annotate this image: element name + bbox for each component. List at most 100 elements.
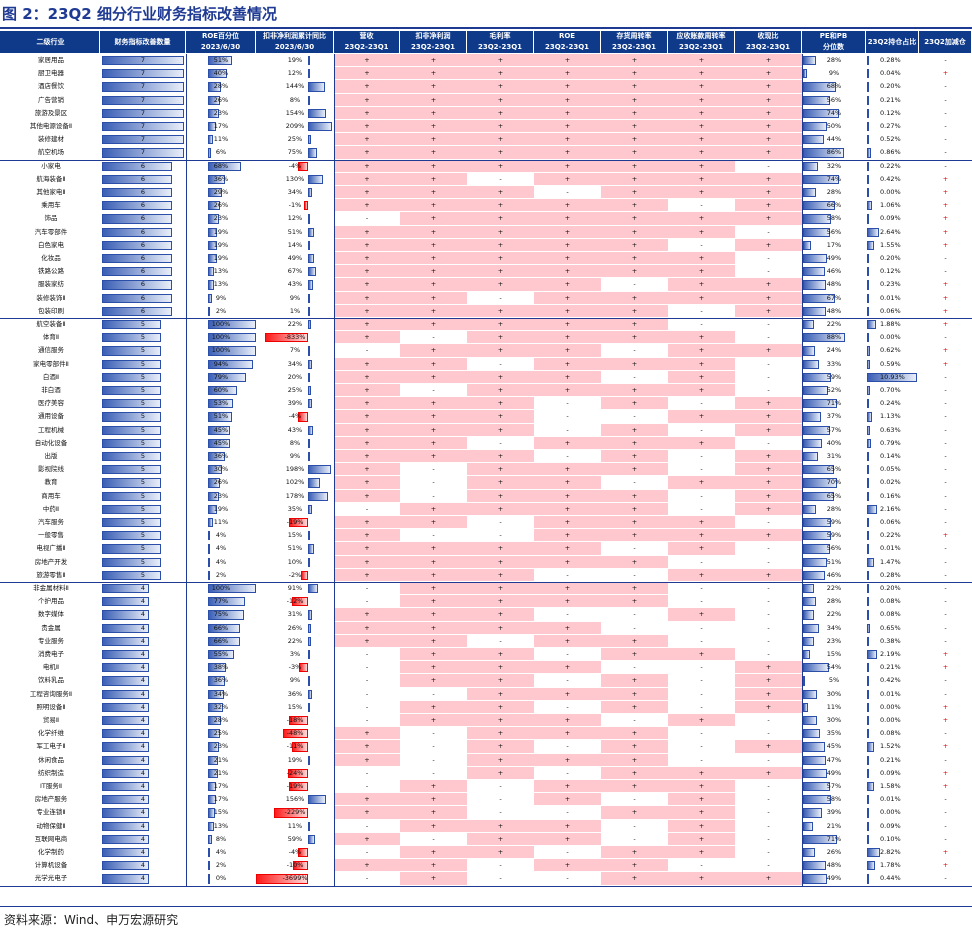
profit-yoy-value: -4%	[288, 412, 302, 421]
indicator-cell: +	[534, 463, 601, 477]
indicator-sign: -	[432, 531, 435, 540]
indicator-sign: -	[767, 333, 770, 342]
improve-count-value: 5	[140, 399, 146, 408]
holding-value: 0.06%	[880, 306, 901, 315]
indicator-sign: +	[564, 491, 571, 500]
industry-name: 非白酒	[41, 386, 61, 394]
position-change: -	[944, 874, 947, 883]
indicator-sign: -	[767, 267, 770, 276]
pe-pb-value: 49%	[826, 874, 842, 883]
pe-pb-bar	[803, 716, 817, 726]
indicator-cell: +	[601, 106, 668, 120]
holding-ratio: 1.58%	[866, 780, 919, 793]
holding-value: 1.47%	[880, 557, 901, 566]
table-row: 专业服务 4 66% 22% + + - + + - -23% 0.38% -	[0, 634, 972, 648]
roe-percentile: 77%	[186, 595, 256, 608]
indicator-cell: -	[467, 292, 534, 305]
improve-count-value: 4	[140, 584, 146, 592]
profit-yoy-value: -24%	[286, 768, 304, 777]
indicator-cell: +	[735, 80, 802, 94]
indicator-cell: +	[735, 476, 802, 490]
improve-count-bar	[102, 795, 149, 805]
industry-name: 饮料乳品	[38, 676, 64, 685]
indicator-cell: +	[668, 766, 735, 780]
improve-count-value: 7	[140, 108, 146, 117]
improve-count-bar	[102, 821, 149, 831]
holding-bar	[867, 254, 869, 264]
profit-yoy-value: 19%	[287, 755, 303, 764]
indicator-sign: +	[430, 663, 437, 672]
industry-name: 航空机场	[38, 148, 64, 157]
indicator-sign: +	[564, 584, 571, 592]
indicator-cell: +	[668, 120, 735, 134]
improve-count-value: 5	[140, 491, 146, 500]
profit-yoy: 59%	[256, 833, 334, 846]
indicator-sign: +	[497, 214, 504, 223]
improve-count-value: 4	[140, 663, 146, 672]
roe-percentile-bar	[208, 848, 210, 858]
indicator-cell: -	[601, 833, 668, 846]
industry-name: 航空装备Ⅱ	[36, 320, 66, 328]
indicator-cell: +	[668, 846, 735, 860]
indicator-cell: +	[601, 502, 668, 516]
indicator-cell: -	[735, 793, 802, 807]
profit-yoy-bar	[308, 174, 323, 184]
position-change: -	[944, 148, 947, 157]
pe-pb-bar	[803, 306, 826, 316]
holding-value: 0.20%	[880, 254, 901, 262]
indicator-sign: -	[432, 689, 435, 698]
indicator-cell: +	[467, 265, 534, 279]
position-change: +	[942, 201, 949, 210]
indicator-sign: -	[432, 478, 435, 487]
indicator-cell: -	[601, 476, 668, 490]
roe-percentile: 2%	[186, 569, 256, 582]
indicator-cell: -	[534, 186, 601, 200]
roe-percentile-value: 8%	[215, 834, 227, 843]
roe-percentile-value: 2%	[215, 306, 227, 315]
profit-yoy-value: -1%	[288, 201, 302, 210]
indicator-cell: +	[534, 357, 601, 371]
indicator-cell: +	[601, 555, 668, 569]
indicator-sign: +	[564, 478, 571, 487]
industry-name: 个护用品	[38, 597, 64, 606]
profit-yoy-bar	[274, 808, 308, 818]
indicator-cell: -	[601, 793, 668, 807]
indicator-cell: -	[334, 714, 400, 728]
industry-name: 化学制药	[38, 848, 64, 856]
roe-percentile: 19%	[186, 503, 256, 516]
pe-pb-bar	[803, 650, 810, 660]
profit-yoy-value: 7%	[289, 346, 301, 355]
indicator-cell: +	[467, 159, 534, 173]
indicator-cell: +	[400, 172, 467, 186]
indicator-sign: +	[698, 518, 705, 526]
title-rule	[0, 27, 972, 29]
position-change: +	[942, 663, 949, 672]
roe-percentile-bar	[208, 108, 219, 118]
roe-percentile-value: 66%	[213, 623, 229, 632]
indicator-sign: +	[631, 518, 638, 526]
pe-pb-percentile: 58%	[802, 212, 866, 225]
roe-percentile-value: 2%	[215, 861, 227, 870]
improve-count-value: 4	[140, 676, 146, 685]
roe-percentile-bar	[208, 95, 220, 105]
pe-pb-value: 57%	[826, 425, 842, 434]
pe-pb-bar	[803, 861, 826, 871]
roe-percentile-value: 4%	[215, 557, 227, 566]
indicator-sign: +	[698, 438, 705, 447]
industry-name: 电视广播Ⅱ	[36, 544, 66, 553]
indicator-cell: +	[534, 106, 601, 120]
roe-percentile-bar	[208, 716, 221, 726]
indicator-cell: -	[735, 846, 802, 860]
roe-percentile-value: 51%	[213, 56, 229, 64]
indicator-sign: -	[767, 359, 770, 368]
indicator-cell: +	[601, 384, 668, 398]
pe-pb-value: 58%	[826, 795, 842, 804]
profit-yoy-value: -11%	[286, 742, 304, 751]
indicator-sign: +	[564, 214, 571, 223]
indicator-sign: +	[631, 254, 638, 262]
indicator-cell: +	[601, 516, 668, 530]
indicator-cell: +	[601, 727, 668, 741]
industry-name: 出版	[44, 452, 58, 460]
indicator-sign: -	[700, 557, 703, 566]
profit-yoy: 43%	[256, 424, 334, 437]
